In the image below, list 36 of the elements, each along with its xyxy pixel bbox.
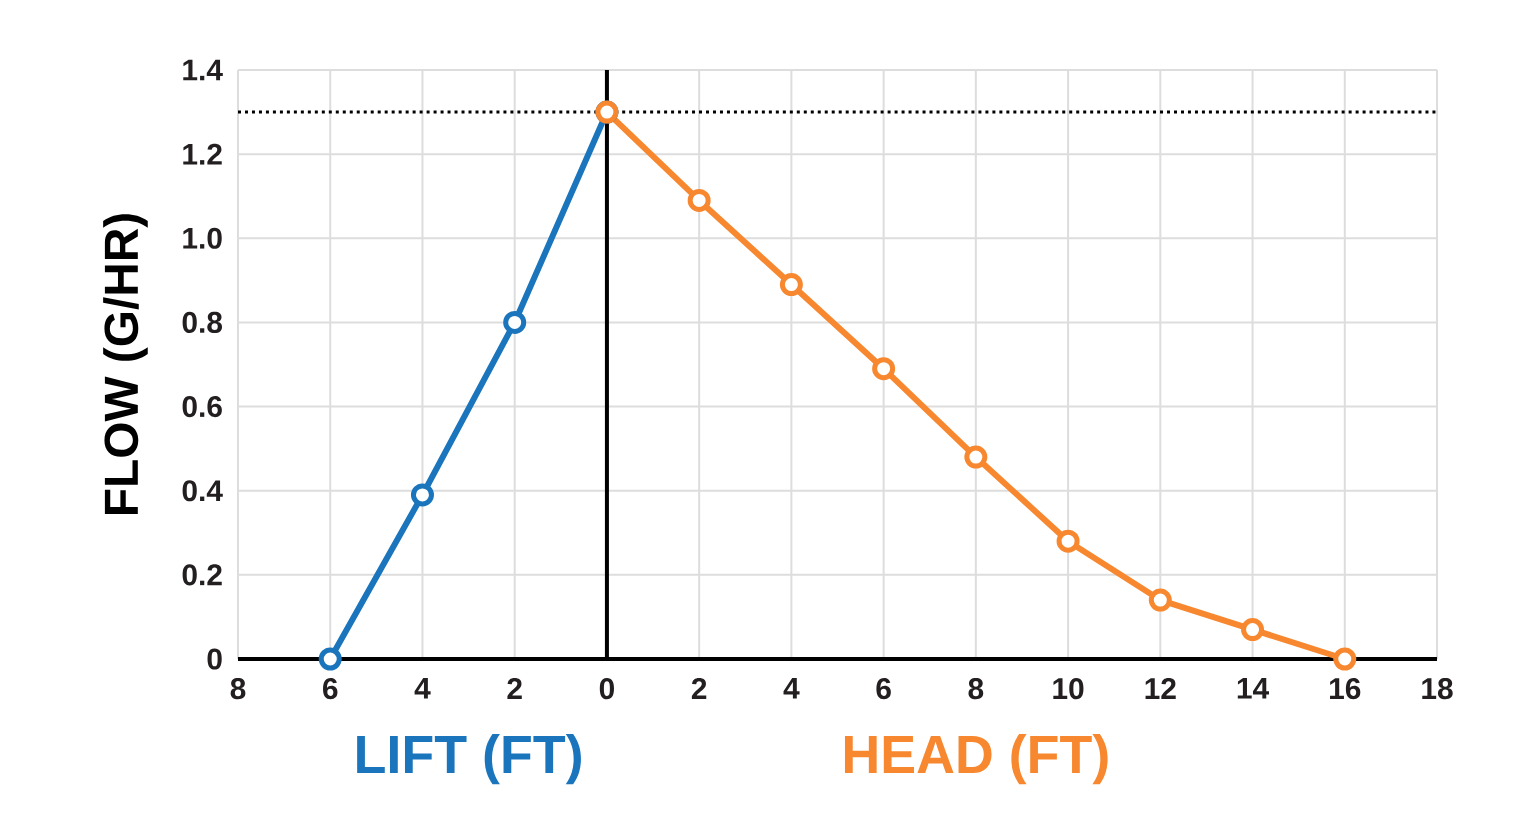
x-tick-label: 12	[1145, 678, 1176, 699]
x-tick-label: 4	[783, 678, 800, 699]
y-tick-label: 0.8	[182, 311, 223, 333]
point	[318, 647, 342, 671]
x-tick-label: 14	[1237, 678, 1270, 699]
x-tick-label: 2	[507, 678, 522, 699]
point	[1333, 647, 1357, 671]
point	[872, 357, 896, 381]
x-tick-label: 8	[968, 678, 984, 700]
y-axis-title: FLOW (G/HR)	[103, 214, 148, 515]
text: HEAD (FT)	[844, 734, 1108, 785]
point	[410, 483, 434, 507]
y-tick-label: 1.2	[183, 143, 222, 165]
x-tick-label: 0	[599, 678, 614, 700]
x-tick-label: 2	[691, 678, 707, 699]
y-tick-label: 1.4	[183, 59, 223, 81]
x-tick-label: 16	[1330, 678, 1361, 700]
x-tick-label: 10	[1053, 678, 1084, 700]
point	[1148, 588, 1172, 612]
y-tick-label: 1.0	[183, 227, 222, 249]
y-tick-label: 0.6	[182, 395, 222, 418]
x-tick-label: 4	[414, 678, 431, 699]
x-tick-label: 18	[1422, 678, 1453, 700]
y-tick-label: 0.4	[182, 480, 223, 502]
y-tick-label: 0.2	[182, 564, 222, 586]
y-tick-label: 0	[207, 648, 222, 670]
x-tick-label: 6	[323, 678, 338, 700]
x-tick-label: 8	[230, 678, 246, 700]
point	[1241, 618, 1265, 642]
point	[1056, 529, 1080, 553]
point	[964, 445, 988, 469]
point	[687, 188, 711, 212]
point	[503, 310, 527, 334]
x-tick-label: 6	[876, 678, 891, 700]
series-label: LIFT (FT)	[357, 734, 581, 785]
point	[779, 273, 803, 297]
